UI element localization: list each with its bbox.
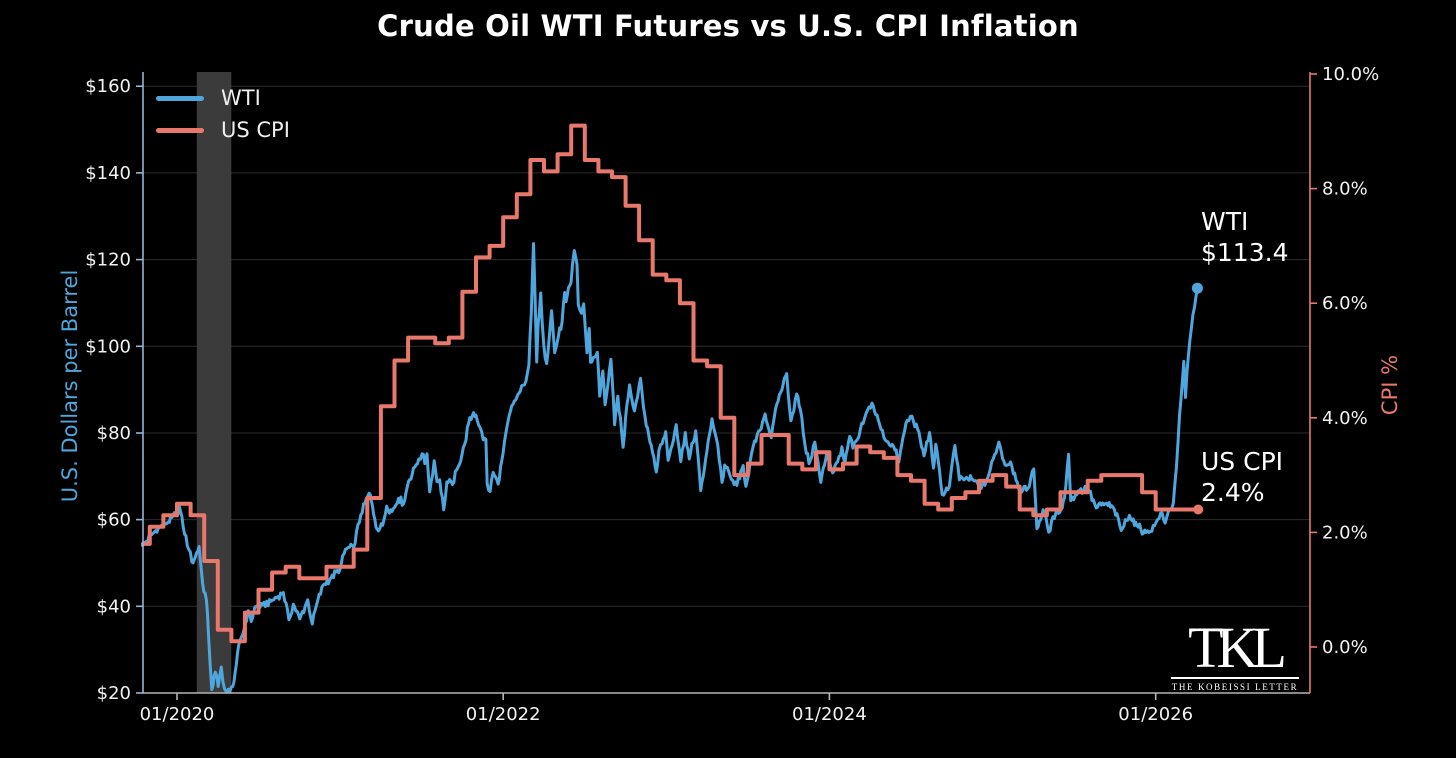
- cpi-line: [141, 123, 1201, 644]
- wti-annotation: WTI $113.4: [1201, 206, 1288, 268]
- left-tick-label: $100: [85, 336, 131, 357]
- cpi-annotation-name: US CPI: [1201, 447, 1284, 476]
- left-tick-label: $60: [97, 510, 131, 531]
- right-tick-label: 6.0%: [1322, 293, 1368, 314]
- right-axis-label: CPI %: [1378, 354, 1402, 416]
- right-tick-label: 0.0%: [1322, 637, 1368, 658]
- left-tick-label: $80: [97, 423, 131, 444]
- left-tick-label: $160: [85, 76, 131, 97]
- right-tick-label: 10.0%: [1322, 64, 1379, 85]
- x-tick-label: 01/2026: [1118, 704, 1193, 725]
- legend-label-cpi: US CPI: [221, 118, 290, 142]
- left-tick-label: $40: [97, 596, 131, 617]
- left-tick-label: $20: [97, 683, 131, 704]
- legend-label-wti: WTI: [221, 86, 261, 110]
- chart-title: Crude Oil WTI Futures vs U.S. CPI Inflat…: [377, 9, 1079, 43]
- wti-line: [141, 242, 1199, 694]
- right-tick-label: 8.0%: [1322, 179, 1368, 200]
- legend-item-cpi: US CPI: [156, 114, 290, 146]
- right-tick-label: 2.0%: [1322, 522, 1368, 543]
- wti-swatch: [156, 95, 204, 101]
- legend-item-wti: WTI: [156, 82, 290, 114]
- wti-end-dot: [1191, 282, 1203, 294]
- tkl-logo: TKL THE KOBEISSI LETTER: [1171, 619, 1299, 692]
- x-tick-label: 01/2020: [140, 704, 215, 725]
- left-tick-label: $140: [85, 163, 131, 184]
- right-tick-label: 4.0%: [1322, 408, 1368, 429]
- cpi-annotation-value: 2.4%: [1201, 478, 1265, 507]
- legend: WTI US CPI: [156, 82, 290, 146]
- cpi-end-dot: [1193, 504, 1204, 515]
- left-axis-label: U.S. Dollars per Barrel: [58, 269, 82, 503]
- cpi-swatch: [156, 127, 204, 133]
- cpi-annotation: US CPI 2.4%: [1201, 446, 1283, 508]
- tkl-logo-monogram: TKL: [1171, 619, 1299, 679]
- recession-band: [196, 72, 232, 693]
- wti-annotation-value: $113.4: [1201, 238, 1289, 267]
- x-tick-label: 01/2024: [792, 704, 867, 725]
- x-tick-label: 01/2022: [466, 704, 541, 725]
- left-tick-label: $120: [85, 250, 131, 271]
- tkl-logo-subtext: THE KOBEISSI LETTER: [1171, 682, 1299, 692]
- wti-annotation-name: WTI: [1201, 207, 1249, 236]
